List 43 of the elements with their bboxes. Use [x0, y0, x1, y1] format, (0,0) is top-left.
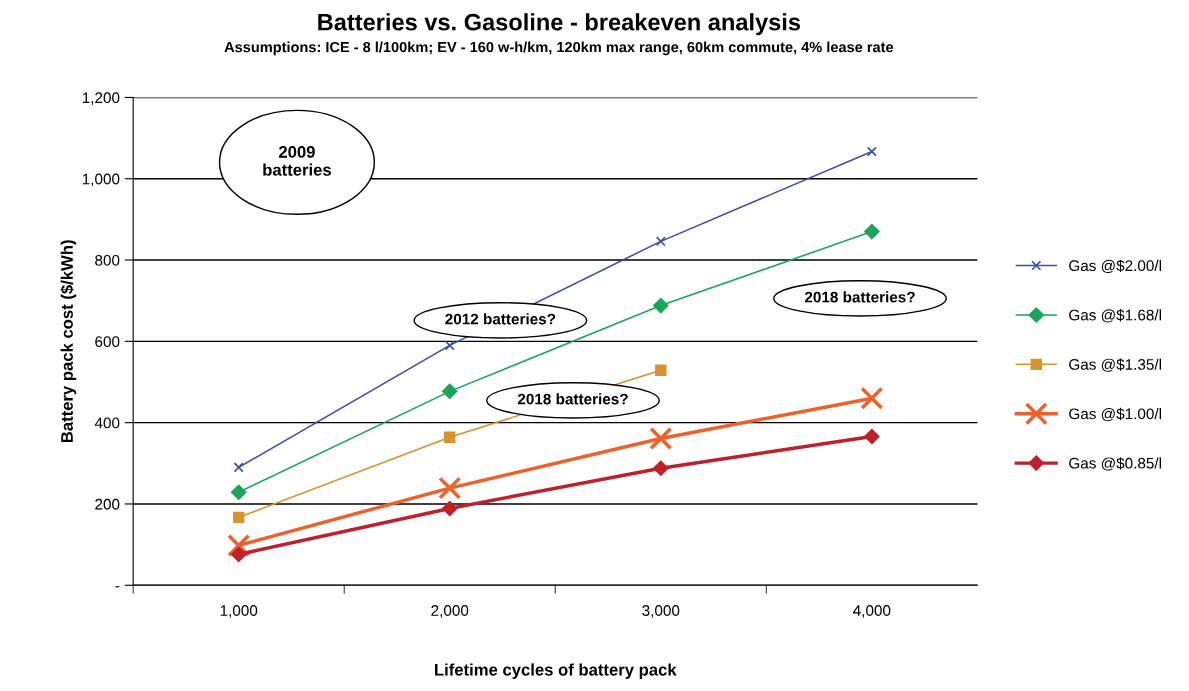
point	[227, 533, 251, 557]
x-tick-label: 4,000	[853, 605, 891, 618]
legend-label: Gas @$1.68/l	[1069, 309, 1161, 323]
chart-title: Batteries vs. Gasoline - breakeven analysis	[318, 13, 801, 36]
point	[653, 297, 669, 314]
annotation: 2018 batteries?	[804, 291, 915, 303]
point	[442, 500, 458, 517]
point	[232, 511, 245, 524]
point	[442, 383, 458, 400]
y-axis-title: Battery pack cost ($/kWh)	[60, 240, 77, 443]
point	[444, 340, 455, 351]
annotation: 2009 batteries	[263, 146, 331, 176]
point	[230, 546, 247, 563]
annotation: 2012 batteries?	[445, 313, 556, 325]
point	[866, 146, 877, 157]
point	[864, 428, 880, 445]
y-tick-label: 200	[95, 498, 120, 510]
y-tick-label: 1,200	[82, 92, 120, 105]
point	[864, 223, 880, 240]
legend-label: Gas @$1.35/l	[1069, 358, 1161, 372]
y-tick-label: 400	[94, 417, 120, 429]
point	[655, 364, 667, 376]
point	[655, 236, 666, 247]
y-tick-label: 1,000	[82, 173, 120, 187]
annotation: 2018 batteries?	[517, 393, 628, 405]
legend-label: Gas @$2.00/l	[1069, 259, 1161, 274]
x-tick-label: 1,000	[220, 605, 258, 618]
y-tick-label: 600	[95, 336, 120, 348]
x-axis-title: Lifetime cycles of battery pack	[435, 663, 677, 679]
x-tick-label: 3,000	[642, 605, 680, 618]
point	[444, 431, 456, 443]
x-tick-label: 2,000	[431, 605, 469, 618]
legend-label: Gas @$0.85/l	[1069, 457, 1161, 471]
legend-label: Gas @$1.00/l	[1069, 407, 1161, 422]
point	[230, 484, 247, 500]
y-tick-label: 800	[95, 254, 120, 266]
point	[860, 386, 884, 410]
point	[649, 427, 673, 450]
point	[438, 476, 462, 500]
point	[233, 462, 244, 473]
point	[653, 460, 669, 476]
chart-subtitle: Assumptions: ICE - 8 l/100km; EV - 160 w-h/km, 120km max range, 60km commute, 4% lease rate	[224, 41, 894, 56]
y-tick-label: -	[115, 586, 120, 588]
